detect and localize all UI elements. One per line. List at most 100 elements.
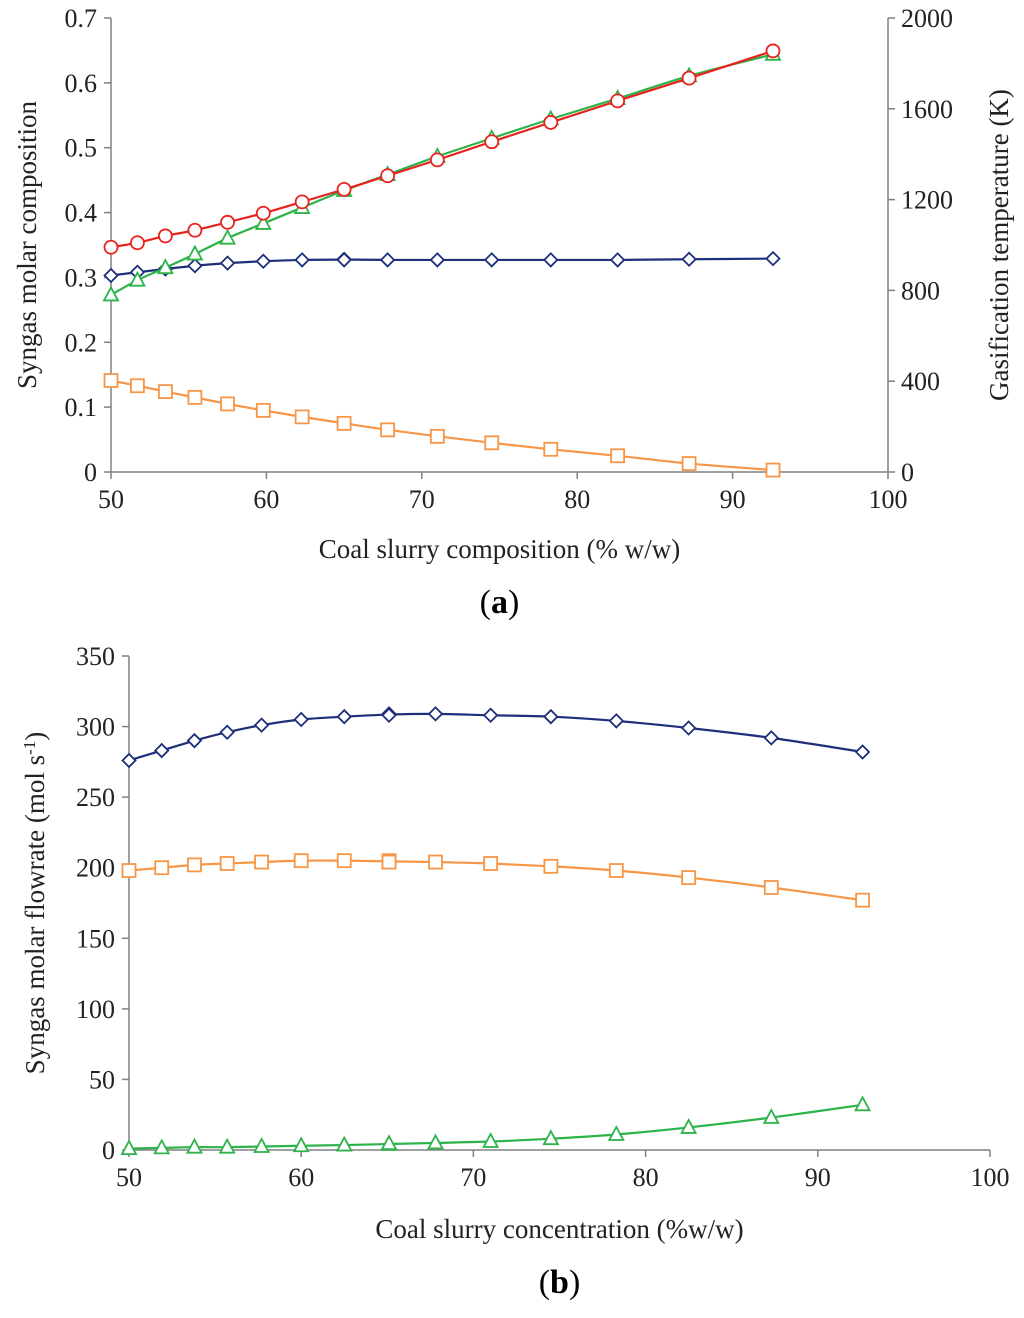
data-point-orange-square (187, 390, 203, 405)
x-tick-label: 60 (253, 485, 279, 514)
series-blue-diamond (121, 706, 871, 769)
panel-b-x-axis-title: Coal slurry concentration (%w/w) (375, 1214, 743, 1244)
data-point-blue-diamond (186, 732, 203, 749)
panel-a-y2-axis-title: Gasification temperature (K) (984, 89, 1014, 401)
y2-tick-label: 1600 (901, 95, 953, 124)
y2-tick-label: 0 (901, 458, 914, 487)
data-point-blue-diamond (153, 742, 170, 759)
panel-a-y-axis-title: Syngas molar composition (12, 101, 42, 389)
data-point-orange-square (765, 462, 781, 478)
data-point-green-triangle (335, 1135, 353, 1152)
x-tick-label: 70 (460, 1163, 486, 1192)
panel-a-label: (a) (480, 584, 520, 621)
series-red-circle (103, 43, 781, 255)
x-tick-label: 50 (116, 1163, 142, 1192)
data-point-green-triangle (153, 1138, 171, 1155)
y-tick-label: 300 (76, 713, 115, 742)
y2-tick-label: 800 (901, 276, 940, 305)
data-point-red-circle (380, 168, 396, 184)
panel-b-label: (b) (539, 1264, 581, 1301)
series-line-blue-diamond (128, 712, 863, 762)
y-tick-label: 0.7 (65, 4, 98, 33)
y2-tick-label: 400 (901, 367, 940, 396)
data-point-blue-diamond (293, 711, 309, 728)
data-point-orange-square (255, 402, 271, 418)
data-point-orange-square (154, 860, 170, 876)
x-tick-label: 80 (564, 485, 590, 514)
data-point-orange-square (855, 892, 870, 908)
series-green-triangle (120, 1095, 872, 1155)
data-point-orange-square (428, 854, 443, 870)
series-orange-square (121, 853, 870, 908)
data-point-orange-square (543, 858, 559, 874)
data-point-orange-square (293, 853, 309, 869)
data-point-green-triangle (680, 1118, 698, 1134)
panel-a-series-group (102, 43, 782, 478)
data-point-orange-square (543, 441, 559, 457)
data-point-red-circle (103, 239, 119, 255)
data-point-green-triangle (380, 1134, 398, 1151)
panel-b-y-axis-title-end: ) (20, 732, 50, 741)
data-point-blue-diamond (854, 744, 871, 760)
panel-b-y-axis-title: Syngas molar flowrate (mol s-1) (20, 732, 51, 1075)
y-tick-label: 0.6 (65, 69, 98, 98)
data-point-green-triangle (186, 244, 204, 261)
x-tick-label: 80 (633, 1163, 659, 1192)
x-tick-label: 50 (98, 485, 124, 514)
y-tick-label: 350 (76, 642, 115, 671)
data-point-blue-diamond (336, 708, 353, 725)
data-point-green-triangle (156, 258, 174, 275)
data-point-blue-diamond (381, 707, 397, 724)
data-point-red-circle (187, 222, 203, 238)
data-point-red-circle (610, 93, 626, 109)
y-tick-label: 150 (76, 924, 115, 953)
data-point-orange-square (336, 415, 352, 431)
data-point-green-triangle (219, 228, 237, 245)
y2-tick-label: 1200 (901, 186, 953, 215)
data-point-blue-diamond (219, 724, 235, 740)
data-point-blue-diamond (429, 252, 446, 268)
panel-b-label-letter: b (550, 1264, 569, 1301)
data-point-orange-square (336, 853, 352, 869)
data-point-green-triangle (185, 1137, 203, 1154)
data-point-blue-diamond (608, 713, 625, 729)
data-point-blue-diamond (336, 252, 352, 268)
y-tick-label: 200 (76, 854, 115, 883)
series-line-orange-square (110, 379, 774, 472)
y-tick-label: 100 (76, 995, 115, 1024)
y-tick-label: 0.1 (65, 393, 98, 422)
x-tick-label: 100 (869, 485, 908, 514)
panel-b-y-axis-title-sup: -1 (20, 741, 39, 755)
data-point-blue-diamond (255, 253, 272, 269)
data-point-blue-diamond (482, 707, 499, 724)
data-point-green-triangle (253, 1137, 271, 1153)
data-point-blue-diamond (427, 706, 444, 722)
data-point-red-circle (429, 152, 445, 168)
data-point-red-circle (543, 115, 559, 130)
chart-panel-a: 50 60 70 80 90 10000.10.20.30.40.50.60.704008… (12, 4, 1014, 621)
panel-b-y-axis-title-main: Syngas molar flowrate (mol s (20, 755, 50, 1074)
data-point-orange-square (121, 863, 137, 878)
data-point-blue-diamond (483, 252, 500, 268)
data-point-red-circle (130, 235, 145, 251)
y2-tick-label: 2000 (901, 4, 953, 33)
data-point-orange-square (220, 396, 235, 412)
y-tick-label: 0 (84, 458, 97, 487)
data-point-green-triangle (607, 1125, 625, 1141)
data-point-red-circle (765, 43, 781, 59)
data-point-red-circle (336, 181, 352, 197)
data-point-blue-diamond (543, 708, 559, 725)
data-point-orange-square (130, 378, 145, 394)
panel-a-label-letter: a (491, 584, 508, 621)
x-tick-label: 60 (288, 1163, 314, 1192)
data-point-red-circle (484, 134, 500, 150)
data-point-orange-square (483, 856, 499, 871)
y-tick-label: 0 (102, 1136, 115, 1165)
y-tick-label: 0.4 (65, 199, 98, 228)
data-point-red-circle (220, 214, 235, 230)
data-point-red-circle (255, 205, 271, 221)
data-point-green-triangle (292, 1136, 310, 1153)
data-point-green-triangle (120, 1139, 138, 1155)
y-tick-label: 0.2 (65, 328, 98, 357)
